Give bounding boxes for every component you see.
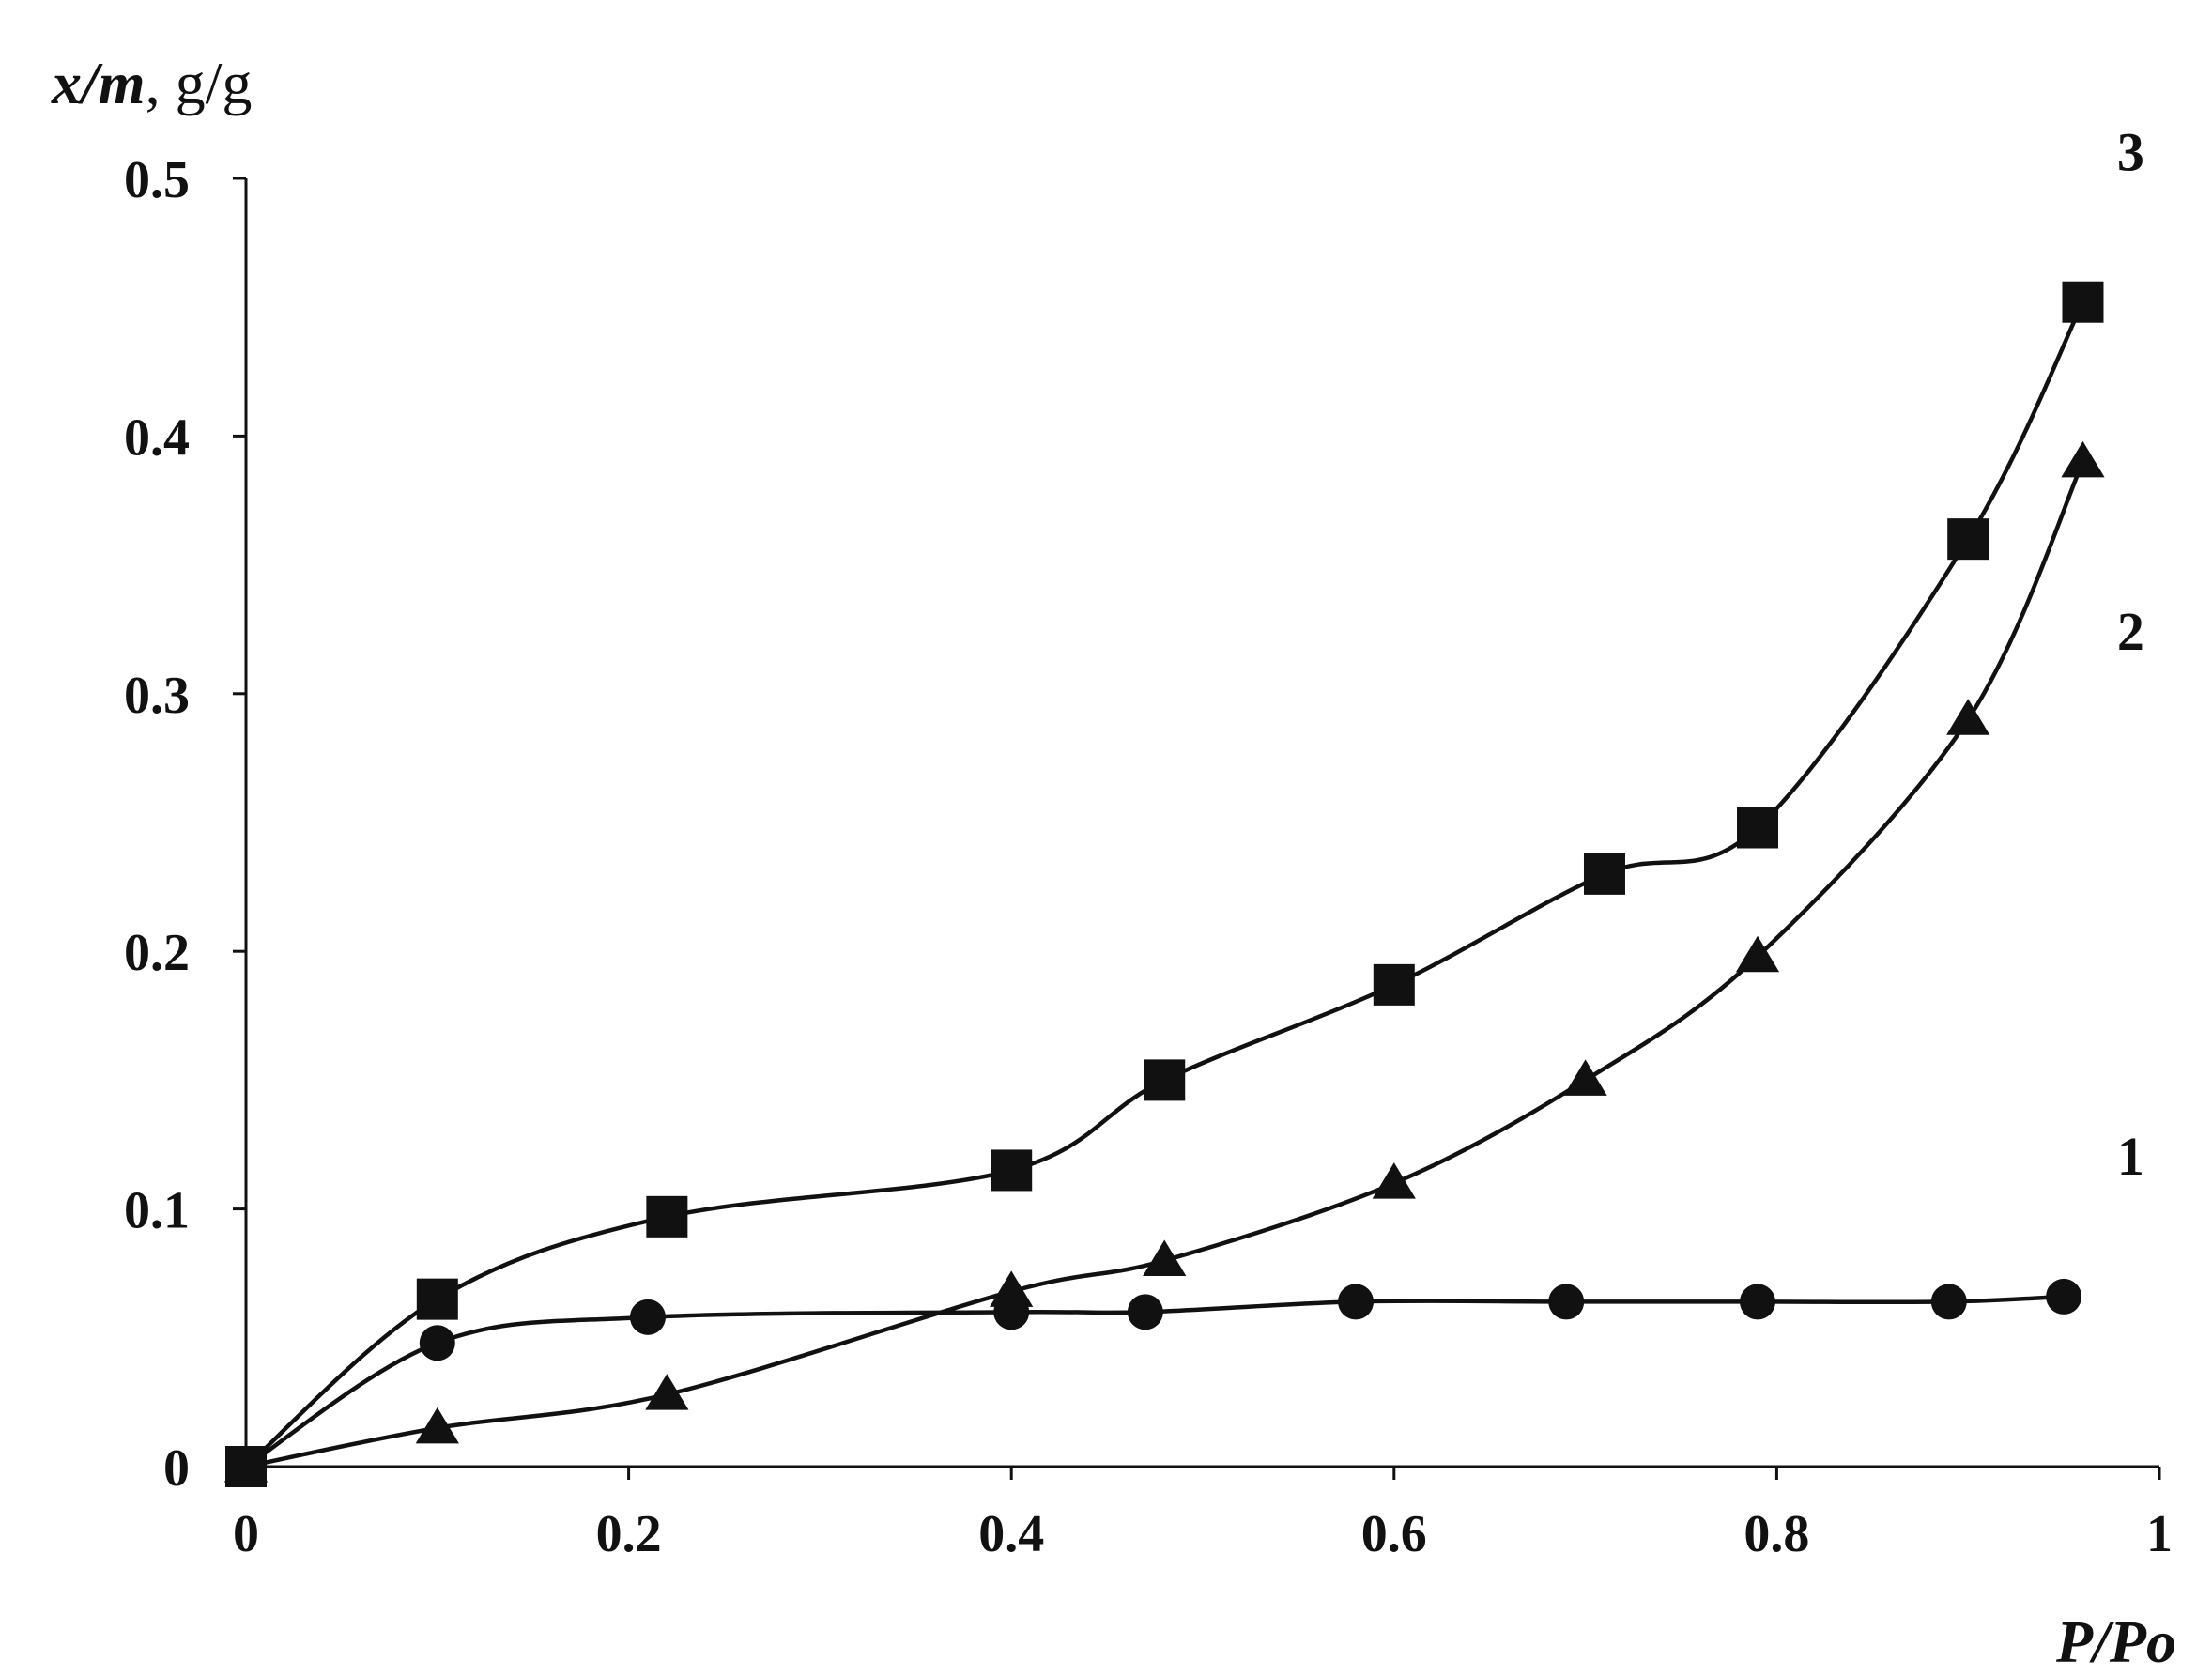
curve-label-1: 1 xyxy=(2117,1126,2144,1187)
square-marker xyxy=(1373,963,1415,1006)
y-tick-label: 0.1 xyxy=(124,1182,190,1240)
curve-label-2: 2 xyxy=(2117,601,2144,662)
circle-marker xyxy=(419,1325,455,1361)
square-marker xyxy=(1737,807,1779,849)
square-marker xyxy=(1583,853,1625,895)
triangle-marker xyxy=(1946,699,1990,735)
triangle-marker xyxy=(2061,440,2105,478)
square-marker xyxy=(416,1278,458,1320)
y-axis-title-unit: , g/g xyxy=(146,50,253,116)
square-marker xyxy=(991,1149,1033,1192)
y-tick-label: 0.2 xyxy=(124,924,190,982)
x-axis-ticks: 0 0.2 0.4 0.6 0.8 1 xyxy=(233,1467,2173,1563)
x-tick-label: 0.6 xyxy=(1361,1505,1427,1563)
circle-marker xyxy=(1338,1284,1375,1320)
series-3-line xyxy=(244,300,2085,1468)
circle-marker xyxy=(629,1299,666,1335)
y-axis-title: x/m, g/g xyxy=(51,50,252,116)
curve-labels: 1 2 3 xyxy=(2117,122,2144,1187)
x-tick-label: 0.8 xyxy=(1743,1505,1809,1563)
x-tick-label: 0 xyxy=(233,1505,259,1563)
y-tick-label: 0.4 xyxy=(124,408,190,467)
x-axis-title: P/Po xyxy=(2055,1608,2176,1675)
series-1-line xyxy=(244,1294,2065,1468)
y-axis-ticks: 0 0.1 0.2 0.3 0.4 0.5 xyxy=(124,151,246,1498)
triangle-marker xyxy=(415,1407,459,1444)
x-tick-label: 1 xyxy=(2146,1505,2173,1563)
square-marker xyxy=(646,1195,688,1238)
y-tick-label: 0 xyxy=(163,1439,190,1498)
axes: 0 0.2 0.4 0.6 0.8 1 0 0.1 0.2 0.3 0.4 0.5 xyxy=(124,151,2173,1563)
square-marker xyxy=(1144,1059,1186,1101)
square-marker xyxy=(1947,518,1989,561)
circle-marker xyxy=(1740,1284,1776,1320)
series-1 xyxy=(228,1278,2082,1484)
x-tick-label: 0.4 xyxy=(978,1505,1044,1563)
circle-marker xyxy=(1548,1284,1585,1320)
circle-marker xyxy=(2046,1278,2082,1315)
y-tick-label: 0.3 xyxy=(124,667,190,725)
square-marker xyxy=(2062,281,2104,323)
triangle-marker xyxy=(1735,935,1780,973)
triangle-marker xyxy=(1372,1162,1416,1199)
square-marker xyxy=(225,1446,267,1487)
triangle-marker xyxy=(645,1374,689,1410)
x-tick-label: 0.2 xyxy=(596,1505,662,1563)
y-axis-title-variable: x/m xyxy=(51,50,146,116)
series-2-line xyxy=(245,460,2085,1469)
circle-marker xyxy=(1930,1284,1967,1320)
triangle-marker xyxy=(1143,1239,1187,1276)
triangle-marker xyxy=(1563,1059,1607,1096)
series-layer xyxy=(223,281,2105,1487)
circle-marker xyxy=(1127,1294,1163,1330)
y-tick-label: 0.5 xyxy=(124,151,190,209)
series-3 xyxy=(225,281,2104,1487)
triangle-marker xyxy=(990,1270,1034,1307)
curve-label-3: 3 xyxy=(2117,122,2144,183)
